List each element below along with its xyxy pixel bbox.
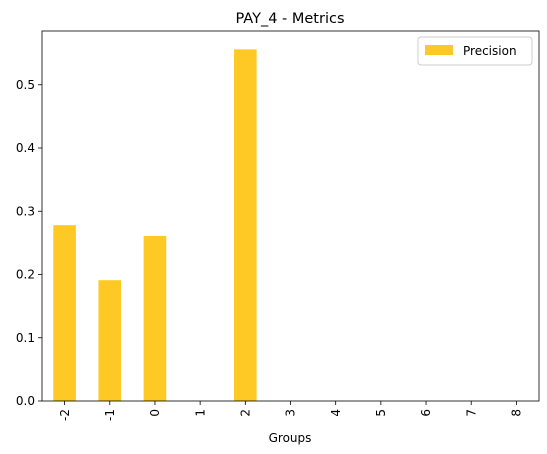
x-tick-label: 3 — [284, 409, 298, 417]
y-tick-label: 0.3 — [16, 204, 35, 218]
x-tick-label: 5 — [374, 409, 388, 417]
y-tick-label: 0.5 — [16, 78, 35, 92]
x-tick-label: 8 — [510, 409, 524, 417]
legend-frame — [417, 36, 533, 66]
x-tick-label: -2 — [58, 409, 72, 421]
x-tick-label: 7 — [464, 409, 478, 417]
legend-label: Precision — [463, 44, 517, 58]
y-tick-label: 0.2 — [16, 268, 35, 282]
legend-swatch — [425, 45, 453, 55]
chart-title: PAY_4 - Metrics — [235, 11, 344, 27]
bar-0 — [143, 235, 167, 401]
legend: Precision — [417, 36, 533, 66]
x-tick-label: 6 — [419, 409, 433, 417]
plot-area: 0.0 0.1 0.2 0.3 0.4 0.5 -2 -1 0 1 2 3 4 5 6 7 8 — [16, 30, 540, 421]
bar--2 — [53, 225, 76, 401]
x-tick-label: 1 — [193, 409, 207, 417]
x-axis-label: Groups — [269, 431, 312, 445]
y-tick-label: 0.4 — [16, 141, 35, 155]
y-tick-label: 0.0 — [16, 394, 35, 408]
bar--1 — [98, 280, 122, 401]
x-tick-label: 0 — [148, 409, 162, 417]
x-tick-label: -1 — [103, 409, 117, 421]
y-tick-label: 0.1 — [16, 331, 35, 345]
x-tick-label: 4 — [329, 409, 343, 417]
bar-2 — [234, 49, 257, 401]
x-tick-label: 2 — [239, 409, 253, 417]
